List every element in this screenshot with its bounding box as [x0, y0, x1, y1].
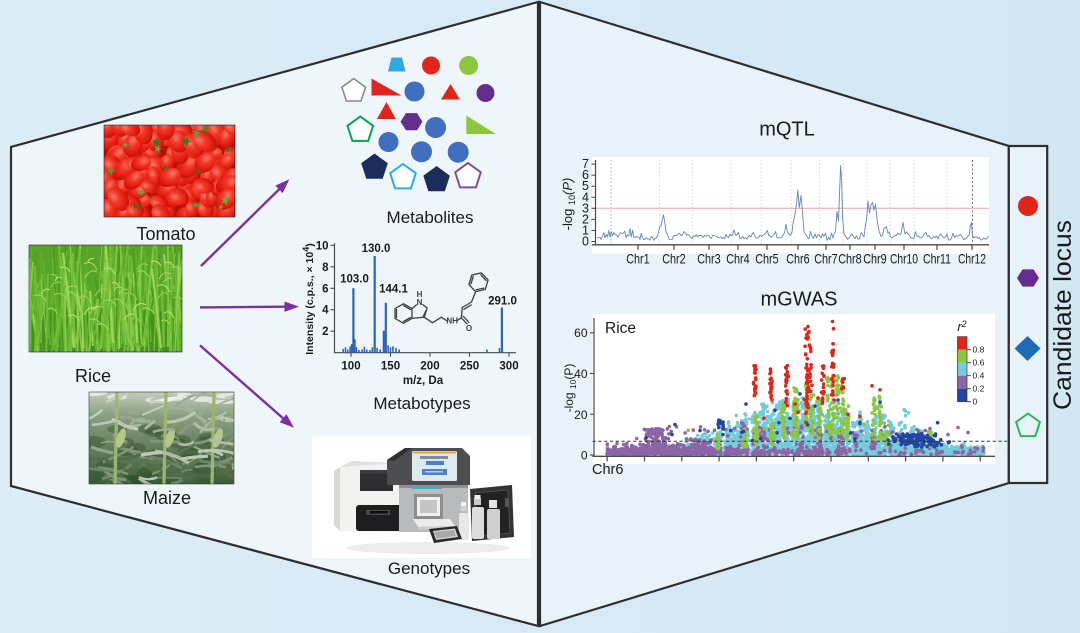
svg-text:130.0: 130.0	[362, 243, 391, 255]
svg-text:N: N	[417, 298, 423, 307]
svg-text:Chr5: Chr5	[755, 251, 779, 267]
svg-text:0: 0	[581, 449, 588, 463]
svg-text:Chr12: Chr12	[958, 251, 986, 267]
svg-text:-log 10(P): -log 10(P)	[560, 178, 577, 231]
svg-text:6: 6	[322, 283, 328, 295]
svg-text:250: 250	[460, 361, 479, 373]
svg-text:40: 40	[574, 367, 588, 381]
svg-text:Maize: Maize	[143, 488, 191, 508]
svg-text:60: 60	[574, 326, 588, 340]
svg-text:4: 4	[582, 190, 589, 204]
svg-text:-log 10(P): -log 10(P)	[562, 364, 578, 413]
svg-text:150: 150	[381, 361, 400, 373]
svg-text:Chr6: Chr6	[786, 251, 810, 267]
svg-text:Chr9: Chr9	[863, 251, 887, 267]
svg-text:Chr6: Chr6	[592, 462, 623, 478]
svg-text:Intensity (c.p.s., × 104): Intensity (c.p.s., × 104)	[301, 243, 316, 355]
svg-text:10: 10	[316, 240, 329, 252]
svg-text:0: 0	[973, 397, 978, 407]
svg-text:Rice: Rice	[605, 320, 636, 337]
svg-text:8: 8	[322, 262, 329, 274]
svg-text:0: 0	[582, 235, 589, 249]
svg-text:3: 3	[582, 201, 589, 215]
svg-text:100: 100	[341, 361, 360, 373]
svg-text:4: 4	[322, 305, 329, 317]
svg-text:0.6: 0.6	[973, 358, 985, 368]
svg-text:144.1: 144.1	[379, 284, 408, 296]
svg-text:20: 20	[574, 408, 588, 422]
svg-text:H: H	[417, 290, 423, 299]
svg-text:Chr2: Chr2	[662, 251, 686, 267]
svg-text:0.4: 0.4	[973, 371, 985, 381]
svg-text:0.2: 0.2	[973, 384, 985, 394]
svg-text:0.8: 0.8	[973, 345, 985, 355]
svg-text:m/z, Da: m/z, Da	[403, 375, 444, 387]
svg-text:Genotypes: Genotypes	[388, 559, 470, 578]
svg-text:103.0: 103.0	[340, 274, 369, 286]
svg-text:Chr4: Chr4	[726, 251, 750, 267]
svg-text:291.0: 291.0	[488, 296, 517, 308]
svg-text:Chr11: Chr11	[923, 251, 951, 267]
svg-text:Tomato: Tomato	[136, 224, 195, 244]
svg-text:7: 7	[582, 157, 589, 171]
svg-text:6: 6	[582, 168, 589, 182]
svg-text:mGWAS: mGWAS	[760, 289, 837, 311]
svg-text:Chr1: Chr1	[626, 251, 650, 267]
svg-text:O: O	[466, 324, 472, 333]
svg-text:1: 1	[582, 223, 589, 237]
svg-text:Chr7: Chr7	[814, 251, 838, 267]
svg-text:Rice: Rice	[75, 366, 111, 386]
svg-text:Chr10: Chr10	[890, 251, 918, 267]
svg-text:200: 200	[420, 361, 439, 373]
svg-text:Chr8: Chr8	[838, 251, 862, 267]
svg-text:r2: r2	[957, 319, 966, 334]
svg-text:NH: NH	[446, 317, 458, 326]
svg-text:2: 2	[322, 326, 328, 338]
svg-text:5: 5	[582, 179, 589, 193]
svg-text:mQTL: mQTL	[759, 119, 815, 141]
svg-text:Chr3: Chr3	[697, 251, 721, 267]
svg-text:300: 300	[499, 361, 518, 373]
svg-text:Metabolites: Metabolites	[387, 208, 474, 227]
svg-text:Metabotypes: Metabotypes	[373, 394, 470, 413]
svg-text:2: 2	[582, 212, 589, 226]
svg-text:Candidate locus: Candidate locus	[1049, 220, 1077, 410]
